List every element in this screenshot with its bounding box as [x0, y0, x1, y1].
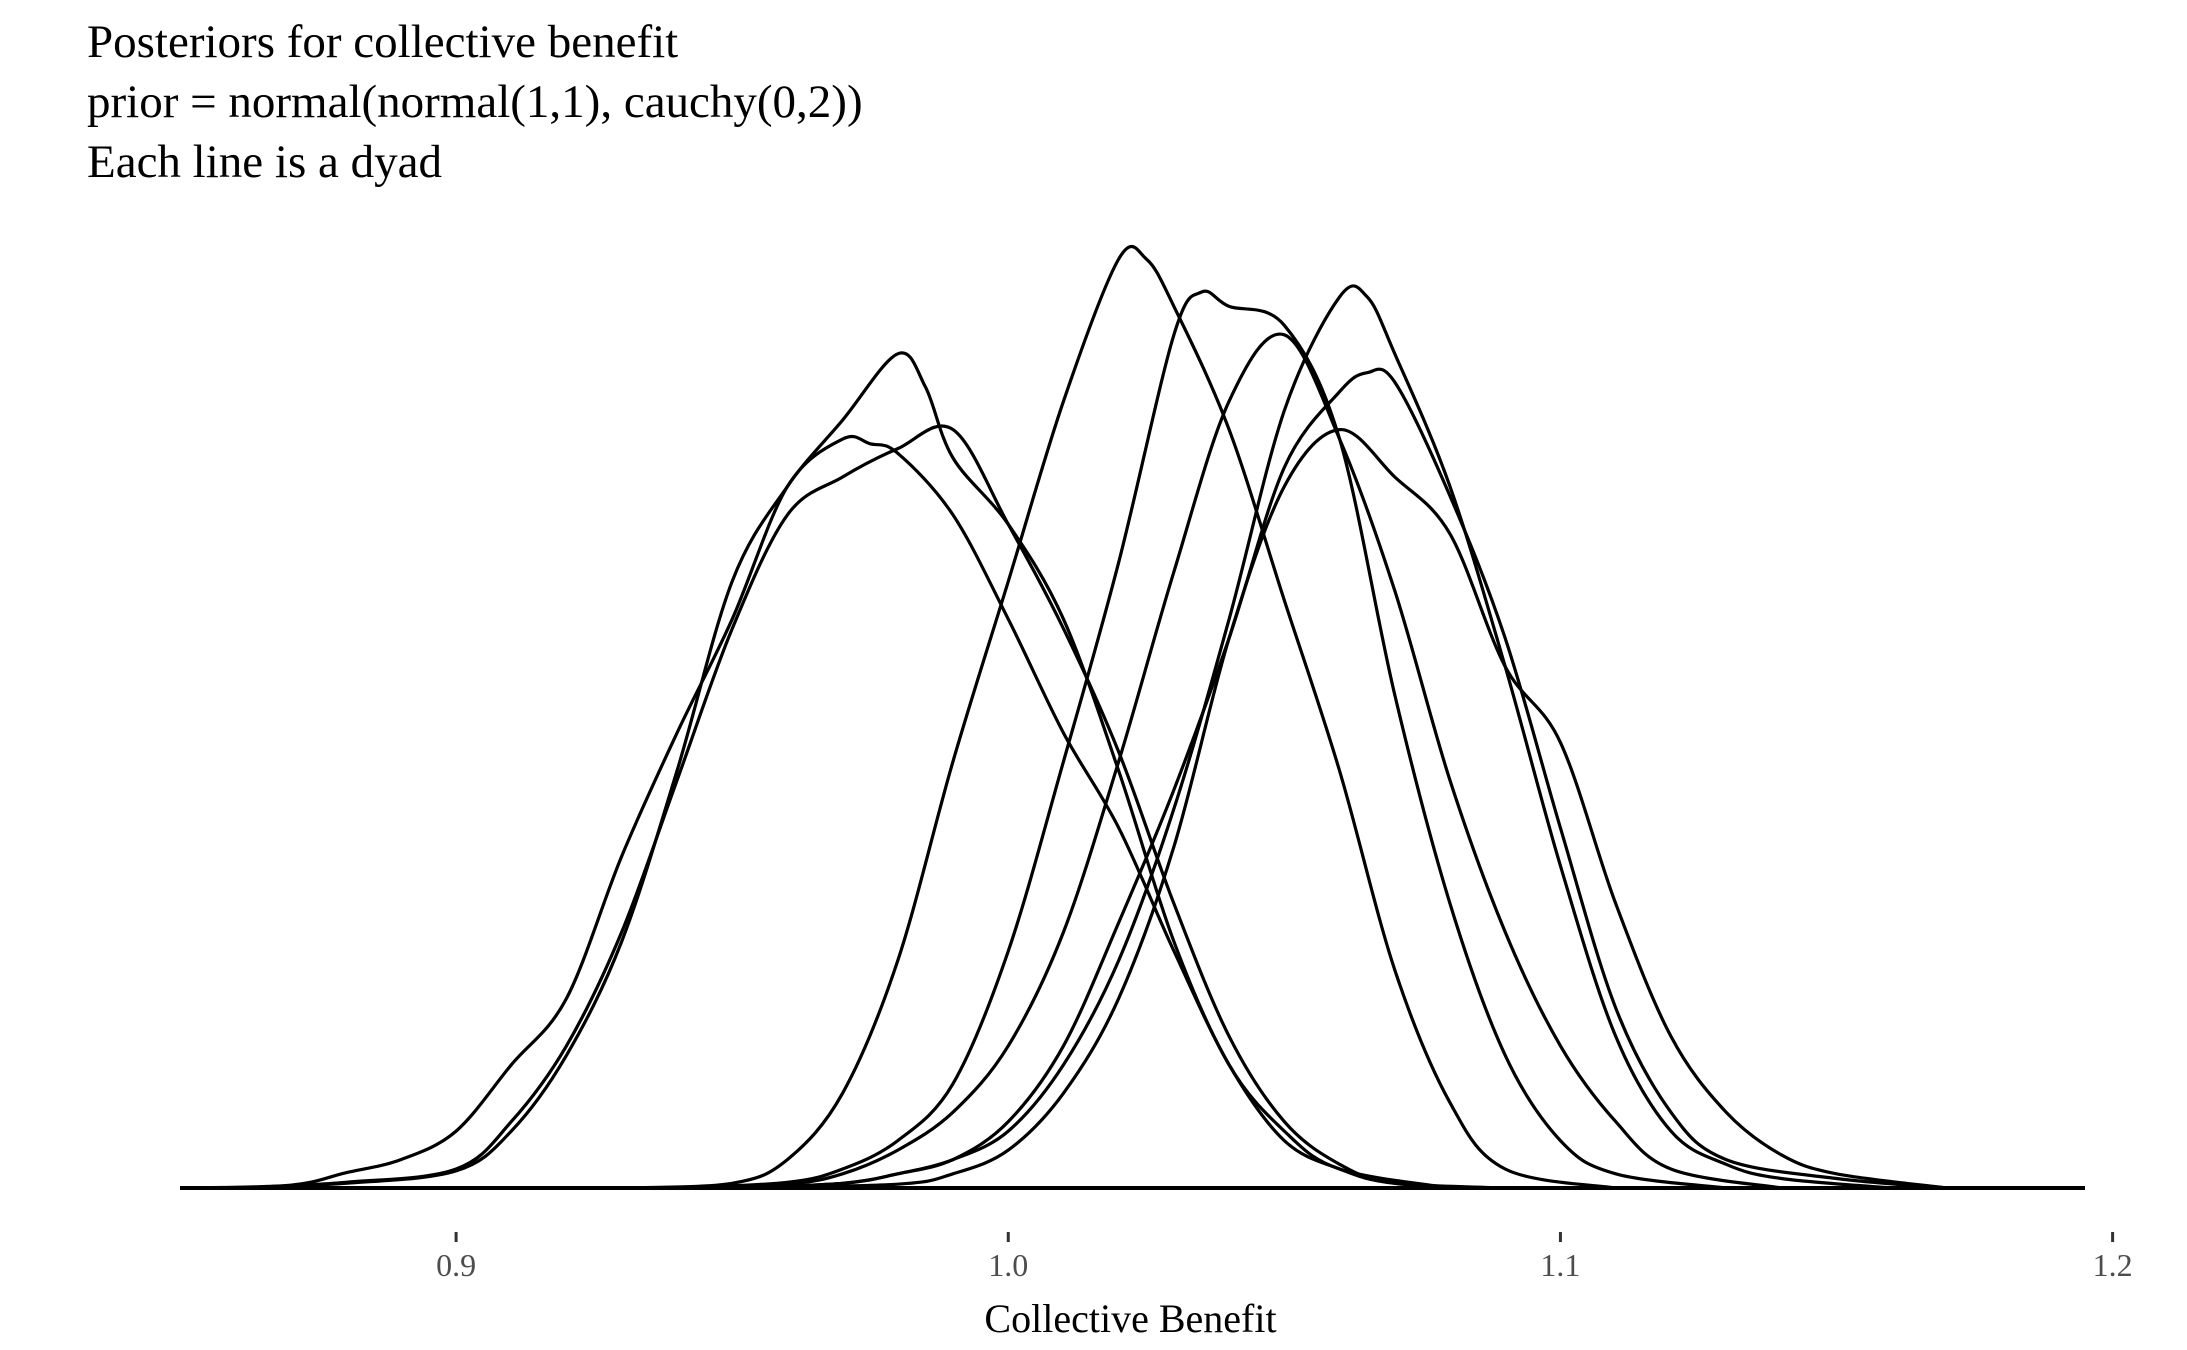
x-tick-label: 0.9 — [436, 1247, 476, 1283]
chart-title-line-1: Posteriors for collective benefit — [87, 16, 679, 68]
chart-title: Posteriors for collective benefit prior … — [87, 12, 863, 192]
density-line-dyad-1 — [179, 434, 1506, 1190]
series-layer — [179, 244, 1948, 1190]
density-line-dyad-6 — [676, 332, 1782, 1190]
x-tick-label: 1.0 — [988, 1247, 1028, 1283]
chart-title-line-2: prior = normal(normal(1,1), cauchy(0,2)) — [87, 76, 863, 128]
x-tick-label: 1.2 — [2093, 1247, 2133, 1283]
x-axis-ticks: 0.9 1.0 1.1 1.2 — [436, 1232, 2133, 1283]
x-axis-label: Collective Benefit — [984, 1296, 1276, 1341]
density-line-dyad-9 — [732, 428, 1948, 1190]
density-line-dyad-7 — [732, 284, 1892, 1190]
x-tick-label: 1.1 — [1540, 1247, 1580, 1283]
density-line-dyad-3 — [235, 351, 1451, 1190]
density-line-dyad-2 — [235, 424, 1506, 1190]
density-line-dyad-8 — [732, 367, 1948, 1190]
chart-title-line-3: Each line is a dyad — [87, 136, 442, 188]
density-line-dyad-5 — [676, 289, 1727, 1190]
density-line-dyad-4 — [621, 244, 1616, 1190]
